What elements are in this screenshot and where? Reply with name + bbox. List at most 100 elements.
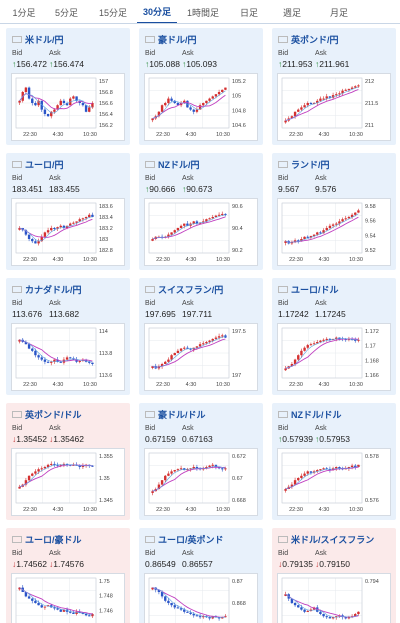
x-time-label: 4:30 xyxy=(319,507,330,513)
candle-body xyxy=(43,232,47,237)
candle-body xyxy=(335,467,338,469)
tab-0[interactable]: 1分足 xyxy=(12,7,36,18)
ask-value: ↑0.57953 xyxy=(315,434,350,444)
rate-card[interactable]: NZドル/円 Bid Ask ↑90.666 ↑90.673 90.6 90.4 90.2 22… xyxy=(139,153,263,270)
rate-card[interactable]: 英ポンド/円 Bid Ask ↑211.953 ↑211.961 212 211.5 211 2… xyxy=(272,28,396,145)
candle-body xyxy=(297,109,300,112)
candle-body xyxy=(344,617,347,619)
moving-average-line xyxy=(19,93,93,114)
pair-name[interactable]: 米ドル/円 xyxy=(25,34,64,45)
candlestick-chart[interactable]: 197.5 197 22:30 4:30 10:30 xyxy=(144,323,258,391)
candle-body xyxy=(319,340,322,342)
tab-4[interactable]: 1時間足 xyxy=(186,7,219,18)
tab-5[interactable]: 日足 xyxy=(239,7,258,18)
candle-body xyxy=(214,94,218,97)
tab-1[interactable]: 5分足 xyxy=(54,7,78,18)
rate-card[interactable]: カナダドル/円 Bid Ask 113.676 113.682 114 113.8 113.6… xyxy=(6,278,130,395)
candle-body xyxy=(309,103,313,104)
rate-card[interactable]: ユーロ/円 Bid Ask 183.451 183.455 183.6 183.4 183.2… xyxy=(6,153,130,270)
plot-border xyxy=(148,577,230,623)
tab-7[interactable]: 月足 xyxy=(329,7,348,18)
y-tick-label: 183 xyxy=(99,237,108,243)
candle-body xyxy=(202,103,205,106)
candlestick-chart[interactable]: 1.355 1.35 1.345 22:30 4:30 10:30 xyxy=(11,448,125,516)
candlestick-chart[interactable]: 183.6 183.4 183.2 183 182.8 22:30 4:30 10:30 xyxy=(11,198,125,266)
bid-label: Bid xyxy=(145,50,156,57)
rate-card[interactable]: NZドル/ドル Bid Ask ↑0.57939 ↑0.57953 0.578 0.576 2… xyxy=(272,403,396,520)
candlestick-chart[interactable]: 105.2 105 104.8 104.6 22:30 4:30 10:30 xyxy=(144,73,258,141)
candlestick-chart[interactable]: 90.6 90.4 90.2 22:30 4:30 10:30 xyxy=(144,198,258,266)
rate-card[interactable]: 豪ドル/円 Bid Ask ↑105.088 ↑105.093 105.2 105 104.8… xyxy=(139,28,263,145)
candlestick-chart[interactable]: 212 211.5 211 22:30 4:30 10:30 xyxy=(277,73,391,141)
bid-ask-values: 183.451 183.455 xyxy=(12,184,80,194)
candle-body xyxy=(293,480,297,485)
tab-6[interactable]: 週足 xyxy=(282,7,301,18)
tab-3[interactable]: 30分足 xyxy=(137,0,177,24)
rate-card[interactable]: 米ドル/円 Bid Ask ↑156.472 ↑156.474 157 156.8 156.6… xyxy=(6,28,130,145)
pair-name[interactable]: スイスフラン/円 xyxy=(158,284,224,295)
x-time-label: 4:30 xyxy=(186,382,197,388)
y-tick-label: 1.746 xyxy=(99,608,113,614)
pair-name[interactable]: NZドル/ドル xyxy=(291,409,342,420)
pair-name[interactable]: ユーロ/ドル xyxy=(291,284,339,295)
candle-body xyxy=(78,219,81,222)
candlestick-chart[interactable]: 1.172 1.17 1.168 1.166 22:30 4:30 10:30 xyxy=(277,323,391,391)
bid-ask-values: ↑211.953 ↑211.961 xyxy=(278,59,349,69)
candle-body xyxy=(303,347,306,351)
candlestick-chart[interactable]: 157 156.8 156.6 156.4 156.2 22:30 4:30 10:30 xyxy=(11,73,125,141)
candle-body xyxy=(183,100,186,103)
pair-name[interactable]: 英ポンド/円 xyxy=(291,34,339,45)
rate-card[interactable]: 豪ドル/ドル Bid Ask 0.67159 0.67163 0.672 0.67 0.668… xyxy=(139,403,263,520)
candle-body xyxy=(78,611,81,613)
bid-value: ↑211.953 xyxy=(278,59,313,69)
candle-body xyxy=(72,612,75,614)
rate-card[interactable]: ランド/円 Bid Ask 9.567 9.576 9.58 9.56 9.54 9.52 22:… xyxy=(272,153,396,270)
y-tick-label: 182.8 xyxy=(99,248,113,254)
pair-name[interactable]: カナダドル/円 xyxy=(25,284,82,295)
pair-name[interactable]: ユーロ/円 xyxy=(25,159,64,170)
pair-name[interactable]: ユーロ/英ポンド xyxy=(158,534,224,545)
candle-body xyxy=(290,242,294,244)
x-time-label: 10:30 xyxy=(349,132,363,138)
pair-name[interactable]: NZドル/円 xyxy=(158,159,200,170)
y-tick-label: 105.2 xyxy=(232,79,246,85)
pair-name[interactable]: 米ドル/スイスフラン xyxy=(291,534,375,545)
candlestick-chart[interactable]: 0.578 0.576 22:30 4:30 10:30 xyxy=(277,448,391,516)
candle-body xyxy=(59,464,62,466)
y-tick-label: 0.576 xyxy=(365,498,379,504)
y-tick-label: 211.5 xyxy=(365,101,378,107)
rate-card[interactable]: ユーロ/豪ドル Bid Ask ↓1.74562 ↓1.74576 1.75 1.748 1.… xyxy=(6,528,130,623)
ask-value: ↑211.961 xyxy=(315,59,350,69)
candle-body xyxy=(221,617,224,619)
chart-svg: 1.172 1.17 1.168 1.166 22:30 4:30 10:30 xyxy=(281,327,379,388)
candlestick-chart[interactable]: 114 113.8 113.6 22:30 4:30 10:30 xyxy=(11,323,125,391)
candle-body xyxy=(62,609,66,612)
candlestick-chart[interactable]: 0.672 0.67 0.668 22:30 4:30 10:30 xyxy=(144,448,258,516)
pair-name[interactable]: ランド/円 xyxy=(291,159,330,170)
candle-body xyxy=(224,213,227,215)
y-tick-label: 9.56 xyxy=(365,219,376,225)
pair-name[interactable]: 豪ドル/ドル xyxy=(158,409,206,420)
candle-body xyxy=(37,603,40,606)
rate-card[interactable]: 米ドル/スイスフランBidAsk↓0.79135↓0.791500.7940.7… xyxy=(272,528,396,623)
bid-ask-values: 9.567 9.576 xyxy=(278,184,336,194)
candle-body xyxy=(309,344,313,346)
rate-card[interactable]: 英ポンド/ドル Bid Ask ↓1.35452 ↓1.35462 1.355 1.35 1.… xyxy=(6,403,130,520)
pair-name[interactable]: ユーロ/豪ドル xyxy=(25,534,82,545)
eu-flag-icon xyxy=(12,535,22,543)
candle-body xyxy=(192,221,195,224)
y-tick-label: 90.6 xyxy=(232,204,243,210)
pair-name[interactable]: 英ポンド/ドル xyxy=(25,409,82,420)
tab-2[interactable]: 15分足 xyxy=(98,7,127,18)
pair-name[interactable]: 豪ドル/円 xyxy=(158,34,197,45)
bid-ask-labels: Bid Ask xyxy=(12,425,61,432)
rate-card[interactable]: スイスフラン/円 Bid Ask 197.695 197.711 197.5 197 22:3… xyxy=(139,278,263,395)
candlestick-chart[interactable]: 9.58 9.56 9.54 9.52 22:30 4:30 10:30 xyxy=(277,198,391,266)
rate-card[interactable]: ユーロ/ドル Bid Ask 1.17242 1.17245 1.172 1.17 1.168… xyxy=(272,278,396,395)
candle-body xyxy=(221,335,224,337)
moving-average-line xyxy=(285,213,359,243)
